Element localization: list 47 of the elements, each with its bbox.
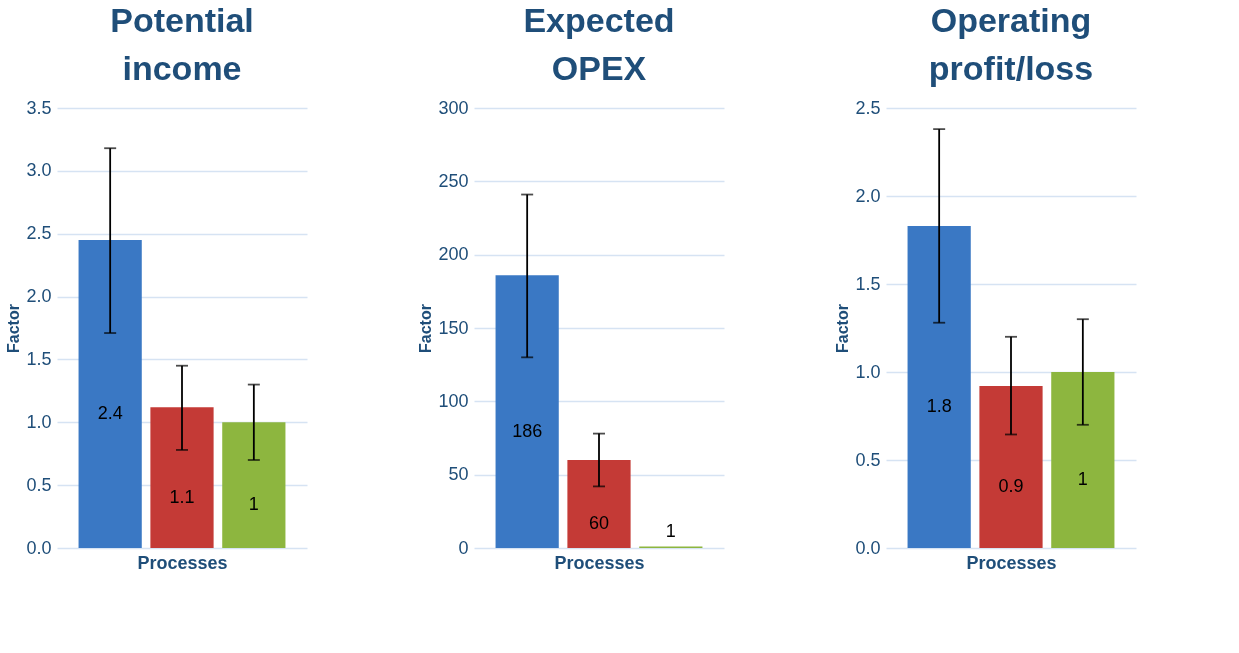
y-tick-label: 300 <box>438 97 469 118</box>
y-tick-label: 0.5 <box>855 449 881 470</box>
data-label: 1.1 <box>169 486 195 507</box>
x-axis-title: Processes <box>966 552 1057 573</box>
y-tick-label: 2.0 <box>26 286 52 307</box>
y-tick-label: 2.5 <box>26 223 52 244</box>
y-tick-label: 50 <box>448 464 469 485</box>
bar <box>495 275 559 548</box>
y-tick-label: 1.5 <box>26 348 52 369</box>
data-label: 1 <box>665 520 676 541</box>
y-tick-label: 250 <box>438 170 469 191</box>
bar <box>567 460 631 548</box>
y-tick-label: 0.0 <box>855 537 881 558</box>
y-tick-label: 150 <box>438 317 469 338</box>
data-label: 1.8 <box>926 395 952 416</box>
bar <box>907 225 971 548</box>
y-tick-label: 1.5 <box>855 273 881 294</box>
chart-title: Operating profit/loss <box>928 1 1094 87</box>
data-label: 1 <box>248 494 259 515</box>
y-tick-label: 3.5 <box>26 97 52 118</box>
y-tick-label: 2.5 <box>855 97 881 118</box>
data-label: 1 <box>1077 469 1088 489</box>
y-axis-title: Factor <box>834 304 852 353</box>
y-tick-label: 0 <box>458 537 469 558</box>
data-label: 2.4 <box>97 403 123 423</box>
y-tick-label: 3.0 <box>26 160 52 181</box>
y-tick-label: 1.0 <box>855 361 881 382</box>
y-tick-label: 1.0 <box>26 411 52 432</box>
y-tick-label: 2.0 <box>855 185 881 206</box>
y-tick-label: 0.5 <box>26 474 52 495</box>
x-axis-title: Processes <box>554 552 645 573</box>
chart-title: Expected OPEX <box>523 1 675 87</box>
y-tick-label: 100 <box>438 390 469 411</box>
y-axis-title: Factor <box>417 304 435 353</box>
y-tick-label: 0.0 <box>26 537 52 558</box>
bar <box>222 422 286 548</box>
data-label: 60 <box>588 513 610 533</box>
bar <box>979 386 1043 548</box>
y-axis-title: Factor <box>5 304 23 353</box>
bar <box>1051 372 1115 548</box>
bar <box>150 407 214 548</box>
chart-title: Potential income <box>110 1 254 87</box>
y-tick-label: 200 <box>438 244 469 265</box>
x-axis-title: Processes <box>137 552 228 573</box>
data-label: 0.9 <box>998 476 1024 497</box>
data-label: 186 <box>512 420 543 441</box>
bar <box>78 240 142 548</box>
